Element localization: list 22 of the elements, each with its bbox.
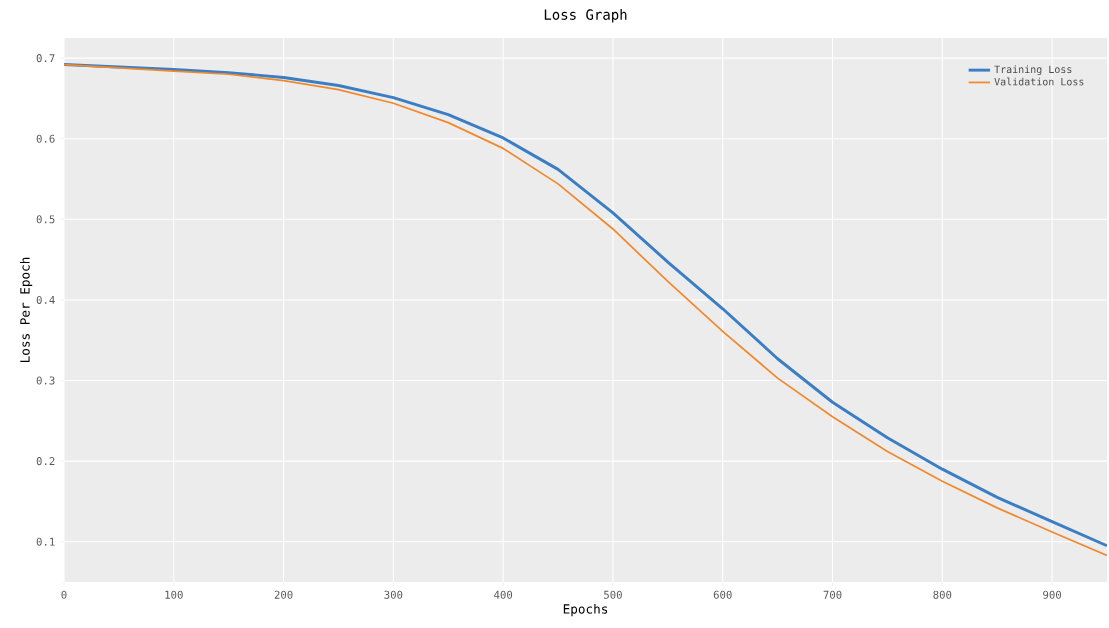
legend-label: Validation Loss [994, 77, 1084, 86]
x-tick-label: 900 [1043, 590, 1062, 599]
x-tick-label: 100 [165, 590, 183, 599]
x-tick-label: 600 [713, 590, 732, 599]
x-tick-label: 500 [604, 590, 622, 599]
x-axis-title: Epochs [563, 603, 608, 617]
x-tick-label: 0 [61, 590, 67, 599]
x-tick-label: 300 [384, 590, 403, 599]
y-tick-label: 0.5 [36, 215, 55, 224]
x-tick-label: 800 [933, 590, 952, 599]
y-tick-label: 0.4 [36, 295, 55, 304]
y-tick-label: 0.2 [36, 457, 55, 466]
x-tick-label: 400 [494, 590, 513, 599]
legend-label: Training Loss [994, 65, 1072, 76]
y-tick-label: 0.3 [36, 376, 55, 385]
x-tick-label: 700 [823, 590, 842, 599]
chart-title: Loss Graph [544, 9, 627, 23]
y-tick-label: 0.6 [36, 134, 55, 143]
y-tick-label: 0.1 [36, 537, 55, 546]
x-tick-label: 200 [274, 590, 293, 599]
y-tick-label: 0.7 [36, 54, 55, 63]
y-axis-title: Loss Per Epoch [19, 257, 33, 363]
